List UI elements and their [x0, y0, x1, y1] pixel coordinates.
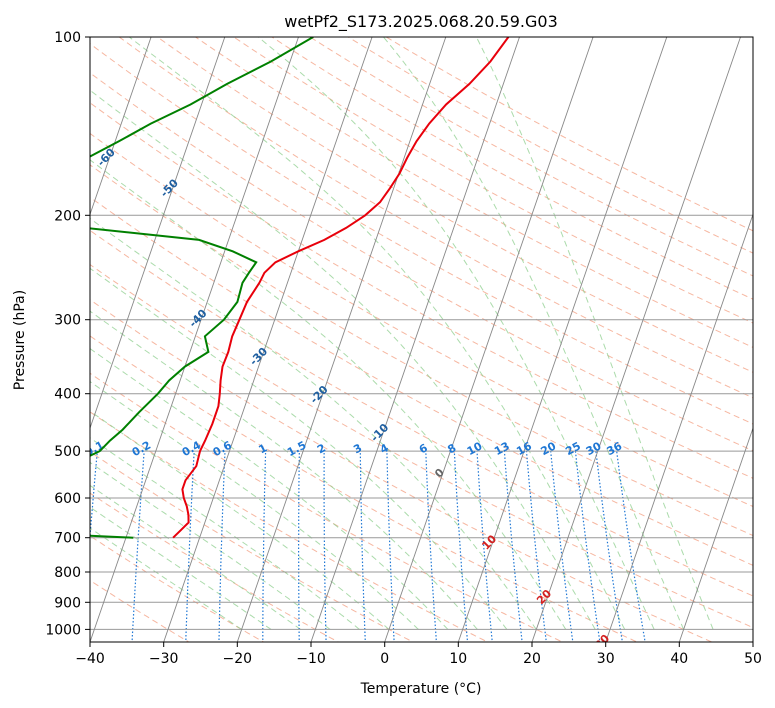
mixing-ratio-label: 10 [465, 439, 485, 458]
x-axis-ticks: −40 −30 −20 −10 0 10 20 30 40 50 [75, 642, 762, 667]
x-tick-label: 50 [744, 651, 762, 667]
moist-adiabat-line [90, 461, 331, 630]
mixing-ratio-label: 36 [605, 439, 625, 458]
moist-adiabat-line [90, 380, 419, 630]
moist-adiabat-line [90, 484, 301, 630]
moist-adiabat-line [90, 527, 242, 630]
x-tick-label: −10 [296, 651, 326, 667]
isotherm-gridline [236, 37, 447, 642]
moist-adiabat-line [90, 410, 390, 630]
dry-adiabat-line [232, 37, 753, 324]
x-tick-label: 10 [449, 651, 467, 667]
x-tick-label: 40 [670, 651, 688, 667]
plot-frame [89, 36, 754, 643]
dry-adiabat-line [90, 451, 415, 642]
y-tick-label: 300 [54, 313, 81, 329]
dry-adiabat-line [90, 535, 265, 642]
moist-adiabat-line [90, 267, 508, 630]
y-axis-ticks: 100 200 300 400 500 600 700 800 900 1000 [45, 30, 90, 638]
dry-adiabat-line [90, 579, 190, 642]
mixing-ratio-label: 13 [492, 440, 512, 459]
dry-adiabat-line [118, 37, 753, 399]
moist-adiabat-line [475, 37, 714, 630]
y-tick-label: 500 [54, 444, 81, 460]
isotherm-gridline [457, 37, 668, 642]
x-tick-label: 20 [523, 651, 541, 667]
x-tick-label: 30 [597, 651, 615, 667]
mixing-ratio-label: 30 [584, 439, 604, 458]
mixing-ratio-label: 20 [539, 439, 559, 458]
isotherm-gridline [310, 37, 520, 642]
y-axis-label: Pressure (hPa) [12, 290, 28, 390]
chart-title: wetPf2_S173.2025.068.20.59.G03 [284, 12, 558, 32]
dry-adiabat-line [90, 335, 639, 642]
moist-adiabat-line [90, 217, 537, 630]
isotherm-gridline [531, 37, 741, 642]
profile-series [90, 37, 510, 539]
isotherm-gridline [90, 37, 226, 430]
moist-adiabat-line [128, 37, 626, 630]
mixing-ratio-label: 16 [514, 439, 534, 458]
moist-adiabat-line [90, 506, 272, 630]
y-tick-label: 800 [54, 565, 81, 581]
mixing-ratio-labels: 0.1 0.2 0.4 0.6 1 1.5 2 3 4 6 8 10 13 16 20 25 30 36 [90, 438, 625, 459]
x-tick-label: 0 [380, 651, 389, 667]
dry-adiabats [90, 37, 753, 642]
plot-area: -100-90-80-70-60-50-40-30-20-10010203040… [90, 37, 753, 652]
x-tick-label: −40 [75, 651, 105, 667]
dry-adiabat-line [90, 411, 489, 642]
moist-adiabat-line [90, 437, 360, 630]
dry-adiabat-line [90, 299, 713, 642]
isotherm-gridline [90, 37, 299, 642]
y-tick-label: 100 [54, 30, 81, 46]
temperature-profile-line [172, 37, 510, 539]
isotherm-gridline [163, 37, 373, 642]
y-tick-label: 700 [54, 531, 81, 547]
x-axis-label: Temperature (°C) [360, 681, 482, 697]
x-tick-label: −30 [149, 651, 179, 667]
dewpoint-profile-line [90, 37, 314, 539]
moist-adiabat-line [383, 37, 685, 630]
isotherm-gridline [678, 426, 753, 642]
y-tick-label: 400 [54, 387, 81, 403]
grid-lines [90, 37, 753, 642]
y-tick-label: 600 [54, 491, 81, 507]
y-tick-label: 1000 [45, 622, 81, 638]
dry-adiabat-line [156, 37, 753, 373]
isotherm-gridline [384, 37, 594, 642]
x-tick-label: −20 [223, 651, 253, 667]
isotherm-gridline [605, 212, 753, 642]
dry-adiabat-line [90, 229, 753, 597]
moist-adiabat-line [90, 159, 567, 630]
y-tick-label: 900 [54, 595, 81, 611]
mixing-ratio-label: 25 [563, 440, 583, 459]
dry-adiabat-line [90, 263, 753, 629]
isotherm-gridline [90, 37, 152, 216]
isotherm-label: 30 [592, 632, 612, 652]
dry-adiabat-line [90, 196, 753, 566]
dry-adiabat-line [90, 102, 753, 479]
dry-adiabat-line [90, 72, 753, 452]
moist-adiabat-line [90, 310, 478, 630]
moist-adiabat-line [257, 37, 655, 630]
moist-adiabats [90, 37, 714, 630]
y-tick-label: 200 [54, 208, 81, 224]
dry-adiabat-line [90, 164, 753, 537]
moist-adiabat-line [90, 347, 449, 630]
